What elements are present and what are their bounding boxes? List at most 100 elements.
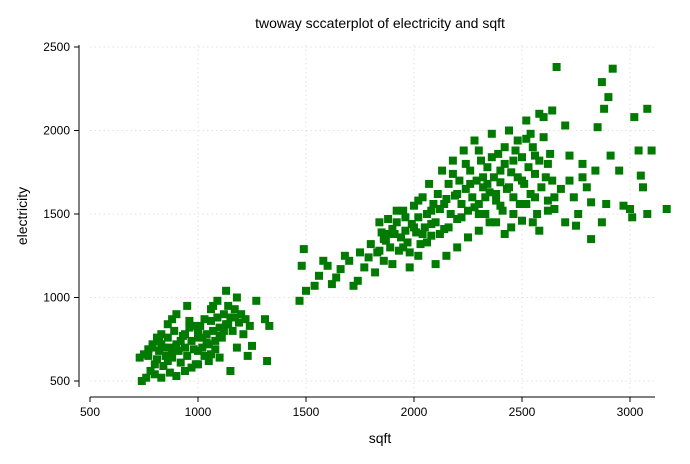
data-point bbox=[481, 193, 490, 202]
data-point bbox=[224, 301, 233, 310]
data-point bbox=[427, 231, 436, 240]
data-point bbox=[448, 169, 457, 178]
data-point bbox=[224, 320, 233, 329]
data-point bbox=[604, 93, 613, 102]
data-point bbox=[142, 373, 151, 382]
data-point bbox=[518, 153, 526, 162]
data-point bbox=[472, 176, 481, 185]
data-point bbox=[435, 230, 444, 238]
data-point bbox=[636, 171, 645, 180]
chart-title: twoway sccaterplot of electricity and sq… bbox=[255, 15, 505, 31]
data-point bbox=[416, 240, 425, 249]
data-point bbox=[386, 243, 395, 252]
data-point bbox=[157, 373, 166, 382]
data-point bbox=[172, 310, 181, 319]
data-point bbox=[587, 235, 596, 244]
data-point bbox=[194, 333, 202, 342]
data-point bbox=[552, 63, 561, 71]
data-point bbox=[245, 321, 254, 330]
data-point bbox=[522, 200, 531, 208]
data-point bbox=[587, 198, 596, 207]
data-point bbox=[319, 256, 328, 265]
x-tick-label: 3000 bbox=[617, 405, 644, 419]
data-point bbox=[582, 183, 591, 192]
data-point bbox=[181, 330, 189, 339]
data-point bbox=[537, 183, 546, 192]
data-point bbox=[479, 173, 488, 182]
data-point bbox=[202, 330, 211, 339]
data-point bbox=[496, 178, 505, 187]
data-point bbox=[360, 263, 369, 272]
data-point bbox=[569, 193, 578, 202]
data-point bbox=[388, 260, 397, 269]
data-point bbox=[405, 248, 414, 257]
data-point bbox=[522, 134, 531, 143]
data-point bbox=[440, 200, 449, 208]
data-point bbox=[565, 176, 574, 185]
data-point bbox=[159, 362, 168, 370]
data-point bbox=[403, 238, 412, 247]
data-point bbox=[209, 301, 218, 310]
data-point bbox=[446, 210, 455, 218]
data-point bbox=[431, 218, 440, 227]
data-point bbox=[643, 104, 652, 113]
data-point bbox=[474, 200, 483, 208]
data-point bbox=[535, 226, 544, 235]
data-point bbox=[176, 358, 185, 367]
data-point bbox=[556, 184, 565, 193]
data-point bbox=[643, 210, 652, 218]
data-point bbox=[427, 220, 436, 228]
data-point bbox=[252, 296, 261, 305]
data-point bbox=[159, 343, 168, 352]
data-point bbox=[207, 350, 215, 359]
x-tick-label: 1000 bbox=[185, 405, 212, 419]
data-point bbox=[492, 190, 501, 198]
data-point bbox=[219, 326, 228, 335]
data-point bbox=[157, 330, 166, 339]
data-point bbox=[600, 104, 609, 113]
data-point bbox=[481, 210, 490, 218]
data-point bbox=[470, 203, 479, 212]
data-point bbox=[565, 151, 574, 160]
data-point bbox=[541, 173, 550, 182]
data-point bbox=[263, 357, 272, 365]
data-point bbox=[213, 313, 222, 322]
data-point bbox=[315, 271, 323, 280]
data-point bbox=[390, 230, 399, 238]
data-point bbox=[204, 357, 213, 365]
data-point bbox=[572, 221, 580, 230]
data-point bbox=[226, 367, 235, 375]
data-point bbox=[429, 200, 438, 208]
data-point bbox=[561, 121, 570, 130]
data-point bbox=[515, 200, 524, 208]
data-point bbox=[466, 166, 475, 175]
data-point bbox=[518, 216, 526, 225]
data-point bbox=[200, 315, 209, 324]
data-point bbox=[550, 205, 559, 213]
data-point bbox=[215, 353, 224, 362]
data-point bbox=[442, 195, 451, 203]
data-point bbox=[135, 353, 144, 362]
data-point bbox=[388, 225, 397, 233]
data-point bbox=[531, 169, 539, 178]
data-point bbox=[414, 213, 423, 222]
data-point bbox=[384, 230, 393, 238]
data-point bbox=[364, 253, 373, 262]
x-axis-ticks: 500 1000 1500 2000 2500 3000 bbox=[80, 397, 644, 419]
y-axis-ticks: 500 1000 1500 2000 2500 bbox=[43, 40, 79, 388]
data-point bbox=[531, 151, 539, 160]
data-point bbox=[531, 193, 539, 202]
y-axis-title: electricity bbox=[14, 187, 30, 245]
data-point bbox=[211, 336, 220, 345]
data-point bbox=[327, 280, 336, 289]
data-point bbox=[433, 190, 442, 198]
data-point bbox=[375, 218, 384, 227]
data-point bbox=[401, 213, 410, 222]
data-point bbox=[470, 136, 479, 145]
data-point bbox=[485, 218, 494, 227]
data-point bbox=[509, 210, 518, 218]
data-point bbox=[425, 179, 434, 188]
data-point bbox=[200, 351, 209, 360]
data-point bbox=[500, 159, 509, 168]
